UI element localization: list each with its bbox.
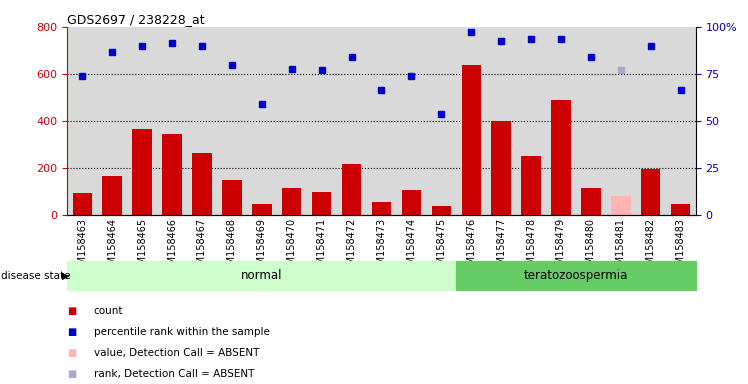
Bar xyxy=(222,180,242,215)
Bar xyxy=(491,121,511,215)
Bar xyxy=(426,27,456,215)
Bar xyxy=(162,134,182,215)
Bar xyxy=(402,190,421,215)
Text: ■: ■ xyxy=(67,348,76,358)
Text: count: count xyxy=(94,306,123,316)
Text: percentile rank within the sample: percentile rank within the sample xyxy=(94,327,269,337)
Text: disease state: disease state xyxy=(1,270,70,281)
Bar xyxy=(217,27,247,215)
Bar xyxy=(551,100,571,215)
Text: ■: ■ xyxy=(67,306,76,316)
Bar xyxy=(157,27,187,215)
Text: value, Detection Call = ABSENT: value, Detection Call = ABSENT xyxy=(94,348,259,358)
Text: ▶: ▶ xyxy=(62,270,70,281)
Bar xyxy=(307,27,337,215)
Bar xyxy=(396,27,426,215)
Bar xyxy=(546,27,576,215)
Text: teratozoospermia: teratozoospermia xyxy=(524,269,628,282)
Bar xyxy=(282,188,301,215)
Text: ■: ■ xyxy=(67,369,76,379)
Bar xyxy=(462,65,481,215)
Bar xyxy=(641,169,660,215)
Bar xyxy=(342,164,361,215)
Bar xyxy=(73,193,92,215)
Text: ■: ■ xyxy=(67,327,76,337)
Bar xyxy=(247,27,277,215)
Bar xyxy=(97,27,127,215)
Bar xyxy=(521,156,541,215)
Bar xyxy=(671,204,690,215)
Bar xyxy=(67,261,456,290)
Bar xyxy=(432,206,451,215)
Bar xyxy=(312,192,331,215)
Bar xyxy=(606,27,636,215)
Bar xyxy=(486,27,516,215)
Bar xyxy=(581,188,601,215)
Bar xyxy=(127,27,157,215)
Text: normal: normal xyxy=(241,269,283,282)
Bar xyxy=(372,202,391,215)
Bar xyxy=(187,27,217,215)
Bar xyxy=(192,153,212,215)
Bar xyxy=(636,27,666,215)
Bar xyxy=(456,261,696,290)
Bar xyxy=(102,176,122,215)
Bar xyxy=(516,27,546,215)
Bar xyxy=(576,27,606,215)
Bar xyxy=(132,129,152,215)
Bar xyxy=(611,196,631,215)
Bar xyxy=(252,204,272,215)
Bar xyxy=(456,27,486,215)
Text: rank, Detection Call = ABSENT: rank, Detection Call = ABSENT xyxy=(94,369,254,379)
Bar xyxy=(277,27,307,215)
Bar xyxy=(67,27,97,215)
Bar xyxy=(666,27,696,215)
Bar xyxy=(337,27,367,215)
Text: GDS2697 / 238228_at: GDS2697 / 238228_at xyxy=(67,13,205,26)
Bar xyxy=(367,27,396,215)
